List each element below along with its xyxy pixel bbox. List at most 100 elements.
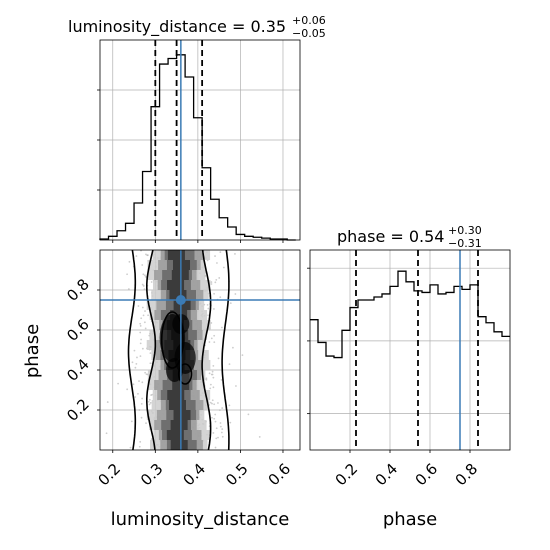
sample-point (117, 382, 119, 385)
sample-point (218, 277, 221, 279)
x-axis-label-right: phase (383, 509, 437, 530)
sample-point (221, 435, 224, 438)
sample-point (139, 331, 142, 334)
sample-point (258, 436, 261, 438)
contour-line (177, 363, 193, 385)
title-phase-upper: +0.30 (448, 224, 482, 237)
sample-point (148, 398, 151, 401)
sample-point (229, 302, 232, 305)
sample-point (211, 399, 214, 402)
title-ld-lower: −0.05 (292, 27, 326, 40)
posterior-2d-panel (97, 249, 301, 453)
density-cell (166, 430, 184, 440)
sample-point (140, 416, 143, 419)
x-tick-label: 0.6 (412, 460, 442, 490)
sample-point (241, 354, 244, 357)
sample-point (214, 420, 217, 423)
x-tick-label: 0.8 (452, 460, 482, 490)
posterior-2d-ticks (97, 289, 284, 453)
sample-point (234, 252, 236, 255)
density-cell (167, 390, 185, 400)
sample-point (138, 380, 140, 382)
sample-point (211, 402, 213, 405)
ld-histogram-grid (100, 40, 300, 240)
contour-line (221, 250, 230, 450)
sample-point (149, 362, 152, 365)
sample-point (106, 401, 109, 403)
sample-point (214, 446, 217, 449)
sample-point (210, 281, 213, 283)
truth-point (175, 295, 186, 305)
sample-point (207, 314, 209, 317)
posterior-2d-frame (99, 249, 301, 451)
sample-point (126, 273, 128, 276)
sample-point (138, 409, 141, 411)
sample-point (139, 322, 142, 325)
sample-point (212, 376, 215, 379)
sample-point (144, 310, 146, 312)
y-tick-label: 0.6 (63, 315, 93, 345)
sample-point (148, 403, 151, 406)
sample-point (209, 401, 212, 404)
density-cell (169, 290, 187, 300)
sample-point (214, 413, 217, 416)
sample-point (129, 446, 132, 449)
y-tick-label: 0.8 (63, 275, 93, 305)
sample-point (144, 275, 147, 278)
x-tick-label: 0.4 (180, 460, 210, 490)
sample-point (215, 437, 218, 440)
sample-point (130, 420, 133, 423)
sample-point (208, 341, 211, 343)
x-tick-label: 0.6 (265, 460, 295, 490)
sample-point (220, 326, 223, 329)
sample-point (215, 278, 218, 281)
sample-point (221, 407, 224, 409)
density-cell (173, 410, 191, 420)
sample-point (212, 432, 215, 434)
sample-point (205, 377, 208, 380)
sample-point (105, 432, 108, 435)
density-cell (170, 420, 188, 430)
sample-point (211, 373, 214, 376)
sample-point (213, 417, 216, 420)
y-tick-label: 0.4 (63, 355, 93, 385)
sample-point (247, 413, 250, 416)
phase-histogram-ticks (307, 267, 471, 453)
sample-point (150, 281, 153, 283)
sample-point (132, 383, 135, 386)
contour-line (201, 250, 212, 450)
y-tick-labels-left: 0.2 0.4 0.6 0.8 (63, 275, 93, 425)
title-ld-main: luminosity_distance = 0.35 (68, 17, 286, 37)
x-tick-label: 0.5 (222, 460, 252, 490)
sample-point (139, 355, 142, 358)
sample-point (205, 378, 208, 381)
sample-point (135, 362, 138, 365)
contour-line (146, 250, 157, 450)
sample-point (222, 266, 225, 269)
sample-point (139, 325, 142, 327)
sample-point (147, 314, 150, 317)
sample-point (146, 254, 149, 257)
sample-point (208, 372, 211, 375)
sample-point (139, 342, 142, 345)
x-tick-label: 0.3 (137, 460, 167, 490)
sample-point (210, 283, 213, 285)
x-tick-label: 0.2 (332, 460, 362, 490)
ld-histogram-steps (99, 54, 296, 241)
sample-point (220, 379, 223, 381)
sample-point (228, 404, 231, 407)
posterior-contours (127, 250, 230, 450)
sample-point (217, 402, 219, 404)
sample-point (141, 397, 144, 400)
phase-histogram-steps (310, 270, 510, 359)
sample-point (235, 385, 237, 387)
sample-point (142, 273, 145, 276)
sample-point (209, 383, 212, 386)
sample-point (134, 396, 137, 398)
sample-point (127, 288, 130, 290)
contour-line (127, 250, 137, 450)
sample-point (217, 436, 219, 439)
sample-point (219, 251, 222, 254)
posterior-truth-marker (100, 250, 300, 450)
sample-point (215, 427, 218, 430)
